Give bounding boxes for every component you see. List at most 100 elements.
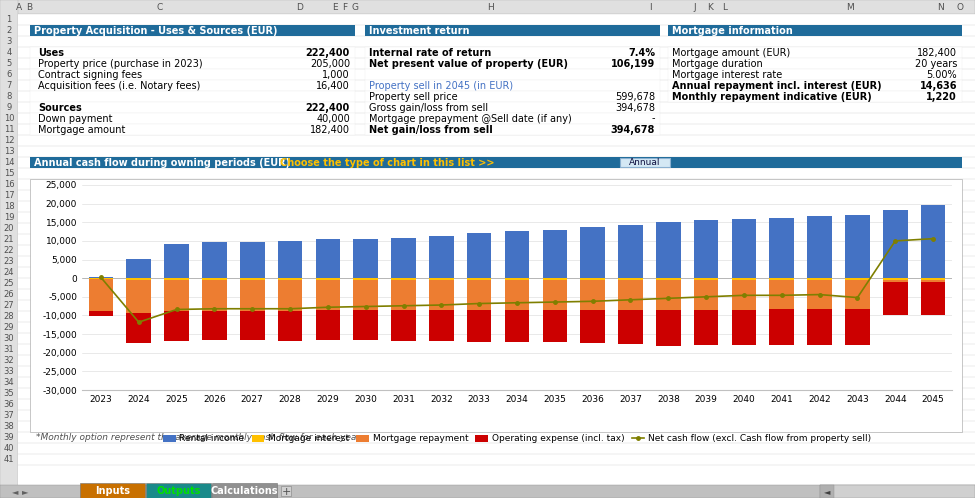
Text: 15: 15 <box>4 169 15 178</box>
Text: Mortgage amount: Mortgage amount <box>38 124 126 134</box>
Bar <box>429 280 453 310</box>
Bar <box>618 310 643 344</box>
Text: A: A <box>16 2 22 11</box>
Bar <box>505 280 529 310</box>
Bar <box>353 280 378 310</box>
Text: F: F <box>342 2 347 11</box>
Bar <box>467 234 491 278</box>
Text: 5.00%: 5.00% <box>926 70 957 80</box>
Bar <box>80 483 145 498</box>
Bar <box>769 280 794 309</box>
Bar <box>316 278 340 280</box>
Text: N: N <box>937 2 944 11</box>
Text: Mortgage prepayment @Sell date (if any): Mortgage prepayment @Sell date (if any) <box>369 114 571 124</box>
Bar <box>668 91 962 102</box>
Bar <box>580 227 604 278</box>
Bar <box>146 483 211 498</box>
Bar <box>365 25 660 36</box>
Text: +: + <box>282 487 291 497</box>
Bar <box>164 244 189 278</box>
Bar <box>668 80 962 91</box>
Bar <box>89 311 113 316</box>
Text: 1,220: 1,220 <box>926 92 957 102</box>
Bar <box>89 278 113 279</box>
Bar <box>920 205 946 278</box>
Bar <box>731 280 757 310</box>
Bar <box>240 278 264 280</box>
Bar <box>769 218 794 278</box>
Text: 10: 10 <box>4 114 15 123</box>
Text: 32: 32 <box>4 356 15 365</box>
Text: 17: 17 <box>4 191 15 200</box>
Bar <box>820 485 975 498</box>
Text: ◄: ◄ <box>824 487 831 496</box>
Bar <box>391 238 415 278</box>
Text: 27: 27 <box>4 301 15 310</box>
Text: 7.4%: 7.4% <box>628 47 655 57</box>
Text: 12: 12 <box>4 136 15 145</box>
Text: 5: 5 <box>7 59 12 68</box>
Bar <box>429 278 453 280</box>
Text: 1,000: 1,000 <box>323 70 350 80</box>
Bar <box>365 124 660 135</box>
Text: 222,400: 222,400 <box>306 103 350 113</box>
Bar <box>30 157 962 168</box>
Bar <box>365 91 660 102</box>
Text: J: J <box>693 2 696 11</box>
Bar <box>278 311 302 341</box>
Text: Annual: Annual <box>629 158 661 167</box>
Text: 29: 29 <box>4 323 15 332</box>
Bar <box>365 102 660 113</box>
Bar <box>0 0 18 498</box>
Bar <box>542 310 567 342</box>
Text: 11: 11 <box>4 125 15 134</box>
Bar <box>365 80 660 91</box>
Bar <box>668 69 962 80</box>
Bar <box>30 25 355 36</box>
Text: Mortgage information: Mortgage information <box>672 25 793 35</box>
Text: ◄: ◄ <box>12 487 19 496</box>
Legend: Rental income, Mortgage interest, Mortgage repayment, Operating expense (incl. t: Rental income, Mortgage interest, Mortga… <box>160 431 875 447</box>
Text: Property sell price: Property sell price <box>369 92 457 102</box>
Text: 8: 8 <box>6 92 12 101</box>
Bar <box>467 310 491 342</box>
Bar <box>391 278 415 280</box>
Bar <box>30 47 355 58</box>
Text: Annual cash flow during owning periods (EUR): Annual cash flow during owning periods (… <box>34 157 291 167</box>
Bar <box>127 280 151 313</box>
Bar <box>505 310 529 342</box>
Text: 23: 23 <box>4 257 15 266</box>
Text: H: H <box>487 2 493 11</box>
Text: C: C <box>157 2 163 11</box>
Bar <box>30 124 355 135</box>
Bar <box>731 219 757 278</box>
Text: Net present value of property (EUR): Net present value of property (EUR) <box>369 58 568 69</box>
Text: 24: 24 <box>4 268 15 277</box>
Bar <box>769 309 794 345</box>
Bar <box>0 485 975 498</box>
Bar <box>580 280 604 310</box>
Bar <box>164 280 189 311</box>
Bar <box>920 282 946 315</box>
Bar <box>845 215 870 278</box>
Bar <box>391 280 415 310</box>
Bar <box>769 278 794 280</box>
Bar <box>920 280 946 282</box>
Bar <box>127 313 151 343</box>
Text: Down payment: Down payment <box>38 114 112 124</box>
Bar <box>202 280 226 311</box>
Text: 40: 40 <box>4 444 15 453</box>
Bar <box>656 222 681 278</box>
Text: Calculations: Calculations <box>211 486 278 496</box>
Text: Inputs: Inputs <box>95 486 130 496</box>
Text: 14: 14 <box>4 158 15 167</box>
Text: 20: 20 <box>4 224 15 233</box>
Text: 222,400: 222,400 <box>306 47 350 57</box>
Text: *Monthly option represent the average monthly cash flow for each year.: *Monthly option represent the average mo… <box>36 433 362 442</box>
Bar <box>164 311 189 341</box>
Text: 30: 30 <box>4 334 15 343</box>
Bar <box>656 280 681 310</box>
Text: Mortgage interest rate: Mortgage interest rate <box>672 70 782 80</box>
Text: 16,400: 16,400 <box>316 81 350 91</box>
Text: 37: 37 <box>4 411 15 420</box>
